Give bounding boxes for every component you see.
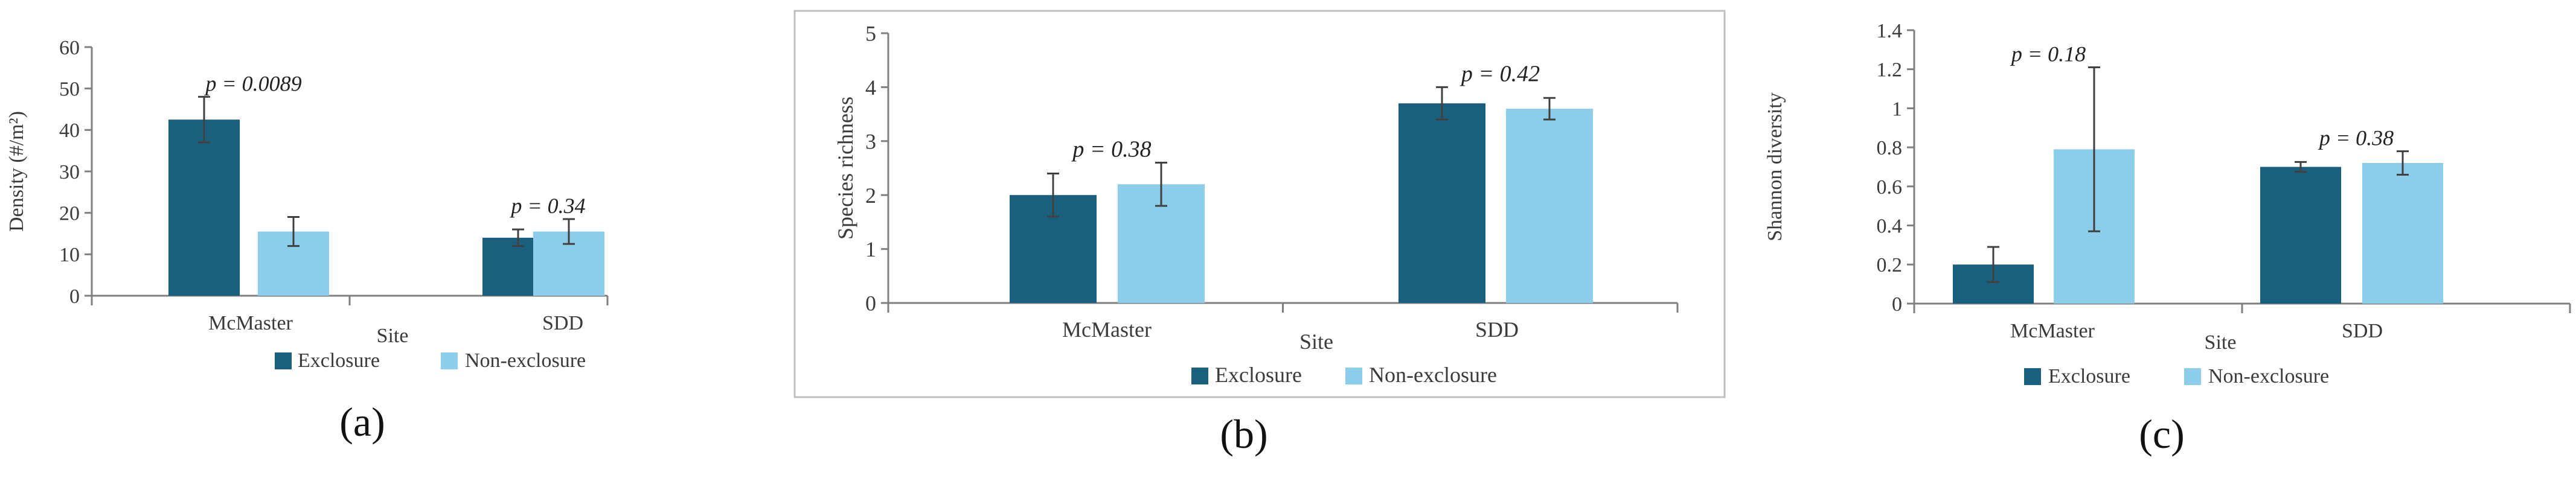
y-tick-label: 0.2 [1877, 254, 1903, 276]
y-axis-title: Species richness [833, 97, 857, 240]
y-tick-label: 0 [69, 285, 80, 308]
chart-panel-3: 0 0.2 0.4 0.6 0.8 1 1.2 1.4 p = 0.18 p = 0.38 McMa… [1764, 20, 2571, 457]
y-tick-label: 1 [865, 237, 876, 261]
x-category-label: SDD [542, 312, 583, 334]
y-tick-label: 60 [59, 37, 80, 59]
error-bar [2088, 66, 2100, 232]
y-tick-label: 3 [865, 129, 876, 153]
legend-label-non-exclosure: Non-exclosure [465, 349, 586, 372]
x-category-label: McMaster [2010, 320, 2095, 342]
error-bar [1155, 162, 1167, 207]
x-category-label: McMaster [1062, 317, 1152, 342]
y-tick-label: 1.4 [1877, 20, 1903, 42]
error-bar [198, 95, 210, 144]
y-tick-label: 5 [865, 22, 876, 46]
y-tick-label: 0.6 [1877, 176, 1903, 199]
error-bar [287, 216, 300, 247]
bar-non-exclosure-sdd [1506, 109, 1593, 303]
chart-panel-2: 0 1 2 3 4 5 p = 0.38 p = 0.42 McMaster SDD Species… [793, 10, 1726, 457]
y-tick-label: 1 [1892, 98, 1902, 120]
bar-exclosure-sdd [2260, 167, 2341, 304]
bar-non-exclosure-sdd [2362, 163, 2443, 304]
error-bar [2397, 150, 2409, 176]
p-value-annotation: p = 0.34 [509, 194, 585, 218]
bar-exclosure-mcmaster [168, 119, 240, 296]
y-tick-label: 0 [1892, 293, 1902, 316]
y-tick-label: 0 [865, 292, 876, 316]
y-tick-label: 20 [59, 203, 80, 225]
legend: Exclosure Non-exclosure [1191, 363, 1497, 387]
p-value-annotation: p = 0.42 [1459, 61, 1540, 86]
legend-swatch-exclosure [1191, 368, 1208, 384]
legend-swatch-exclosure [2024, 368, 2041, 385]
panel-label: (b) [1220, 411, 1267, 457]
legend: Exclosure Non-exclosure [275, 349, 586, 372]
y-tick-label: 40 [59, 119, 80, 142]
p-value-annotation: p = 0.0089 [203, 71, 301, 95]
y-axis-title: Density (#/m²) [5, 111, 28, 232]
y-tick-label: 2 [865, 183, 876, 208]
y-tick-label: 1.2 [1877, 59, 1903, 81]
error-bar [512, 228, 524, 247]
legend-label-non-exclosure: Non-exclosure [2208, 365, 2329, 387]
x-category-label: SDD [1475, 317, 1519, 342]
bar-exclosure-sdd [1399, 103, 1485, 303]
y-tick-label: 50 [59, 78, 80, 101]
error-bar [1987, 246, 1999, 283]
legend-label-non-exclosure: Non-exclosure [1369, 363, 1497, 387]
x-category-label: McMaster [208, 312, 293, 334]
legend-swatch-non-exclosure [1345, 368, 1362, 384]
error-bar [563, 218, 575, 245]
legend-label-exclosure: Exclosure [2048, 365, 2130, 387]
panel-label: (c) [2139, 411, 2184, 457]
error-bar [2295, 161, 2307, 173]
legend: Exclosure Non-exclosure [2024, 365, 2329, 387]
p-value-annotation: p = 0.38 [2318, 126, 2394, 150]
error-bar [1436, 86, 1448, 121]
y-tick-label: 10 [59, 244, 80, 266]
y-tick-label: 0.4 [1877, 215, 1903, 237]
y-tick-label: 0.8 [1877, 137, 1903, 159]
legend-swatch-exclosure [275, 352, 292, 369]
x-axis-title: Site [377, 325, 409, 347]
legend-swatch-non-exclosure [2184, 368, 2201, 385]
x-category-label: SDD [2342, 320, 2383, 342]
legend-swatch-non-exclosure [441, 352, 458, 369]
chart-border [793, 10, 1726, 398]
y-tick-label: 4 [865, 75, 876, 100]
x-axis-title: Site [1299, 330, 1333, 354]
y-tick-label: 30 [59, 161, 80, 183]
error-bar [1047, 172, 1059, 218]
legend-label-exclosure: Exclosure [1215, 363, 1302, 387]
y-axis-title: Shannon diversity [1764, 92, 1786, 241]
p-value-annotation: p = 0.38 [1071, 137, 1151, 162]
panel-label: (a) [339, 399, 385, 445]
chart-panel-1: 0 10 20 30 40 50 60 p = 0.0089 p = 0.34 McMaster S… [5, 37, 609, 445]
p-value-annotation: p = 0.18 [2010, 42, 2086, 66]
error-bar [1543, 97, 1556, 121]
x-axis-title: Site [2205, 331, 2237, 354]
legend-label-exclosure: Exclosure [298, 349, 380, 372]
